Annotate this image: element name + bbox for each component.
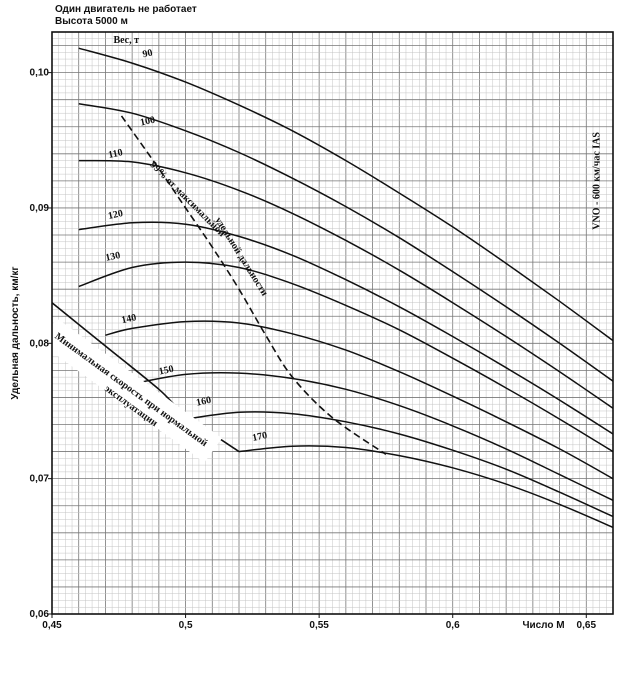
top-dash-label: 99% от максимальной — [148, 160, 228, 240]
curve-label-160: 160 — [195, 395, 212, 409]
x-tick-label: 0,45 — [42, 620, 62, 631]
curve-label-150: 150 — [158, 364, 175, 378]
curve-90 — [78, 47, 614, 342]
min-speed-label-band — [39, 318, 222, 463]
curve-160 — [185, 411, 614, 518]
curve-170 — [238, 445, 614, 529]
plot-frame — [51, 31, 614, 615]
x-tick-label: 0,55 — [309, 620, 329, 631]
curve-120 — [78, 221, 614, 435]
chart-grid — [51, 31, 614, 615]
curve-130 — [78, 261, 614, 453]
curve-label-170: 170 — [251, 430, 268, 444]
bottom-dash-label: удельной дальности — [212, 215, 270, 298]
curve-label-120: 120 — [107, 208, 124, 222]
chart-header-line1: Один двигатель не работает — [55, 4, 197, 15]
x-tick-label: 0,6 — [446, 620, 460, 631]
chart-axes: 0,45 0,5 0,55 0,6 0,65 0,06 0,07 0,08 0,09 0,10 Чи… — [10, 31, 614, 631]
x-tick-label: 0,65 — [577, 620, 597, 631]
y-axis-label: Удельная дальность, км/кг — [10, 266, 21, 399]
legend-title: Вес, т — [113, 35, 139, 46]
curve-100 — [78, 102, 614, 382]
y-tick-label: 0,10 — [30, 68, 50, 79]
y-tick-label: 0,08 — [30, 338, 50, 349]
x-tick-label: 0,5 — [179, 620, 193, 631]
y-tick-label: 0,09 — [30, 203, 50, 214]
curve-label-130: 130 — [104, 250, 121, 264]
curve-150 — [131, 371, 614, 501]
curve-labels: 90 100 110 120 130 140 150 160 170 — [104, 47, 268, 443]
reference-line-1 — [120, 115, 387, 455]
curve-140 — [105, 320, 614, 480]
right-label: VNO - 600 км/час IAS — [592, 132, 603, 230]
x-axis-label: Число М — [522, 620, 564, 631]
weight-curves — [78, 47, 614, 529]
curve-110 — [78, 159, 614, 409]
chart-header-line2: Высота 5000 м — [55, 16, 128, 27]
curve-label-100: 100 — [139, 115, 156, 129]
curve-label-110: 110 — [107, 147, 123, 161]
curve-label-90: 90 — [142, 47, 154, 60]
y-tick-label: 0,07 — [30, 474, 50, 485]
curve-label-140: 140 — [120, 312, 137, 326]
y-tick-label: 0,06 — [30, 609, 50, 620]
